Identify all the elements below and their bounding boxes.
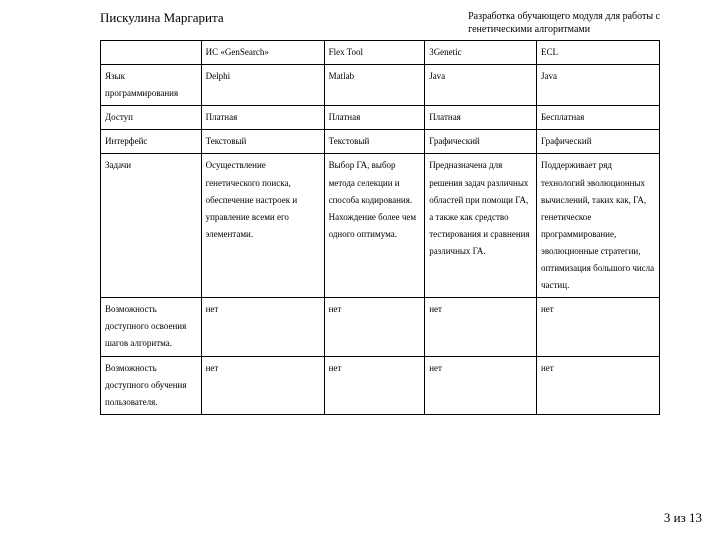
page-current: 3 (664, 510, 671, 525)
table-cell: Графический (536, 130, 659, 154)
table-cell: Бесплатная (536, 106, 659, 130)
title-line-1: Разработка обучающего модуля для работы … (468, 11, 660, 22)
title-line-2: генетическими алгоритмами (468, 24, 590, 35)
page-total: 13 (689, 510, 702, 525)
table-header-cell: Flex Tool (324, 41, 425, 65)
table-cell: Поддерживает ряд технологий эволюционных… (536, 154, 659, 298)
table-row: ЗадачиОсуществление генетического поиска… (101, 154, 660, 298)
page-sep: из (674, 510, 686, 525)
table-cell: Осуществление генетического поиска, обес… (201, 154, 324, 298)
table-cell: Платная (425, 106, 537, 130)
table-row: Язык программированияDelphiMatlabJavaJav… (101, 65, 660, 106)
table-cell: Java (536, 65, 659, 106)
table-cell: нет (201, 356, 324, 414)
table-cell: нет (425, 356, 537, 414)
table-cell: Текстовый (201, 130, 324, 154)
table-cell: Delphi (201, 65, 324, 106)
table-cell: Текстовый (324, 130, 425, 154)
table-cell: нет (324, 356, 425, 414)
author-name: Пискулина Маргарита (100, 10, 224, 26)
table-cell: нет (425, 298, 537, 356)
table-cell: Java (425, 65, 537, 106)
comparison-table: ИС «GenSearch»Flex Tool3GeneticECLЯзык п… (100, 40, 660, 415)
table-row: ДоступПлатнаяПлатнаяПлатнаяБесплатная (101, 106, 660, 130)
table-cell: Платная (324, 106, 425, 130)
table-cell: нет (324, 298, 425, 356)
table-cell: нет (536, 356, 659, 414)
table-cell: Платная (201, 106, 324, 130)
table-cell: Доступ (101, 106, 202, 130)
table-cell: Язык программирования (101, 65, 202, 106)
table-header-cell: 3Genetic (425, 41, 537, 65)
table-row: ИнтерфейсТекстовыйТекстовыйГрафическийГр… (101, 130, 660, 154)
table-row: Возможность доступного освоения шагов ал… (101, 298, 660, 356)
table-row: ИС «GenSearch»Flex Tool3GeneticECL (101, 41, 660, 65)
table-header-cell: ИС «GenSearch» (201, 41, 324, 65)
table-header-cell: ECL (536, 41, 659, 65)
document-title: Разработка обучающего модуля для работы … (468, 10, 660, 36)
table-cell: Задачи (101, 154, 202, 298)
table-cell: Возможность доступного обучения пользова… (101, 356, 202, 414)
table-header-cell (101, 41, 202, 65)
table-body: ИС «GenSearch»Flex Tool3GeneticECLЯзык п… (101, 41, 660, 415)
comparison-table-container: ИС «GenSearch»Flex Tool3GeneticECLЯзык п… (0, 40, 720, 415)
table-cell: нет (201, 298, 324, 356)
table-cell: нет (536, 298, 659, 356)
table-cell: Интерфейс (101, 130, 202, 154)
table-cell: Выбор ГА, выбор метода селекции и способ… (324, 154, 425, 298)
table-cell: Возможность доступного освоения шагов ал… (101, 298, 202, 356)
document-header: Пискулина Маргарита Разработка обучающег… (0, 0, 720, 40)
page-indicator: 3 из 13 (664, 510, 702, 526)
table-cell: Предназначена для решения задач различны… (425, 154, 537, 298)
table-cell: Графический (425, 130, 537, 154)
table-row: Возможность доступного обучения пользова… (101, 356, 660, 414)
table-cell: Matlab (324, 65, 425, 106)
